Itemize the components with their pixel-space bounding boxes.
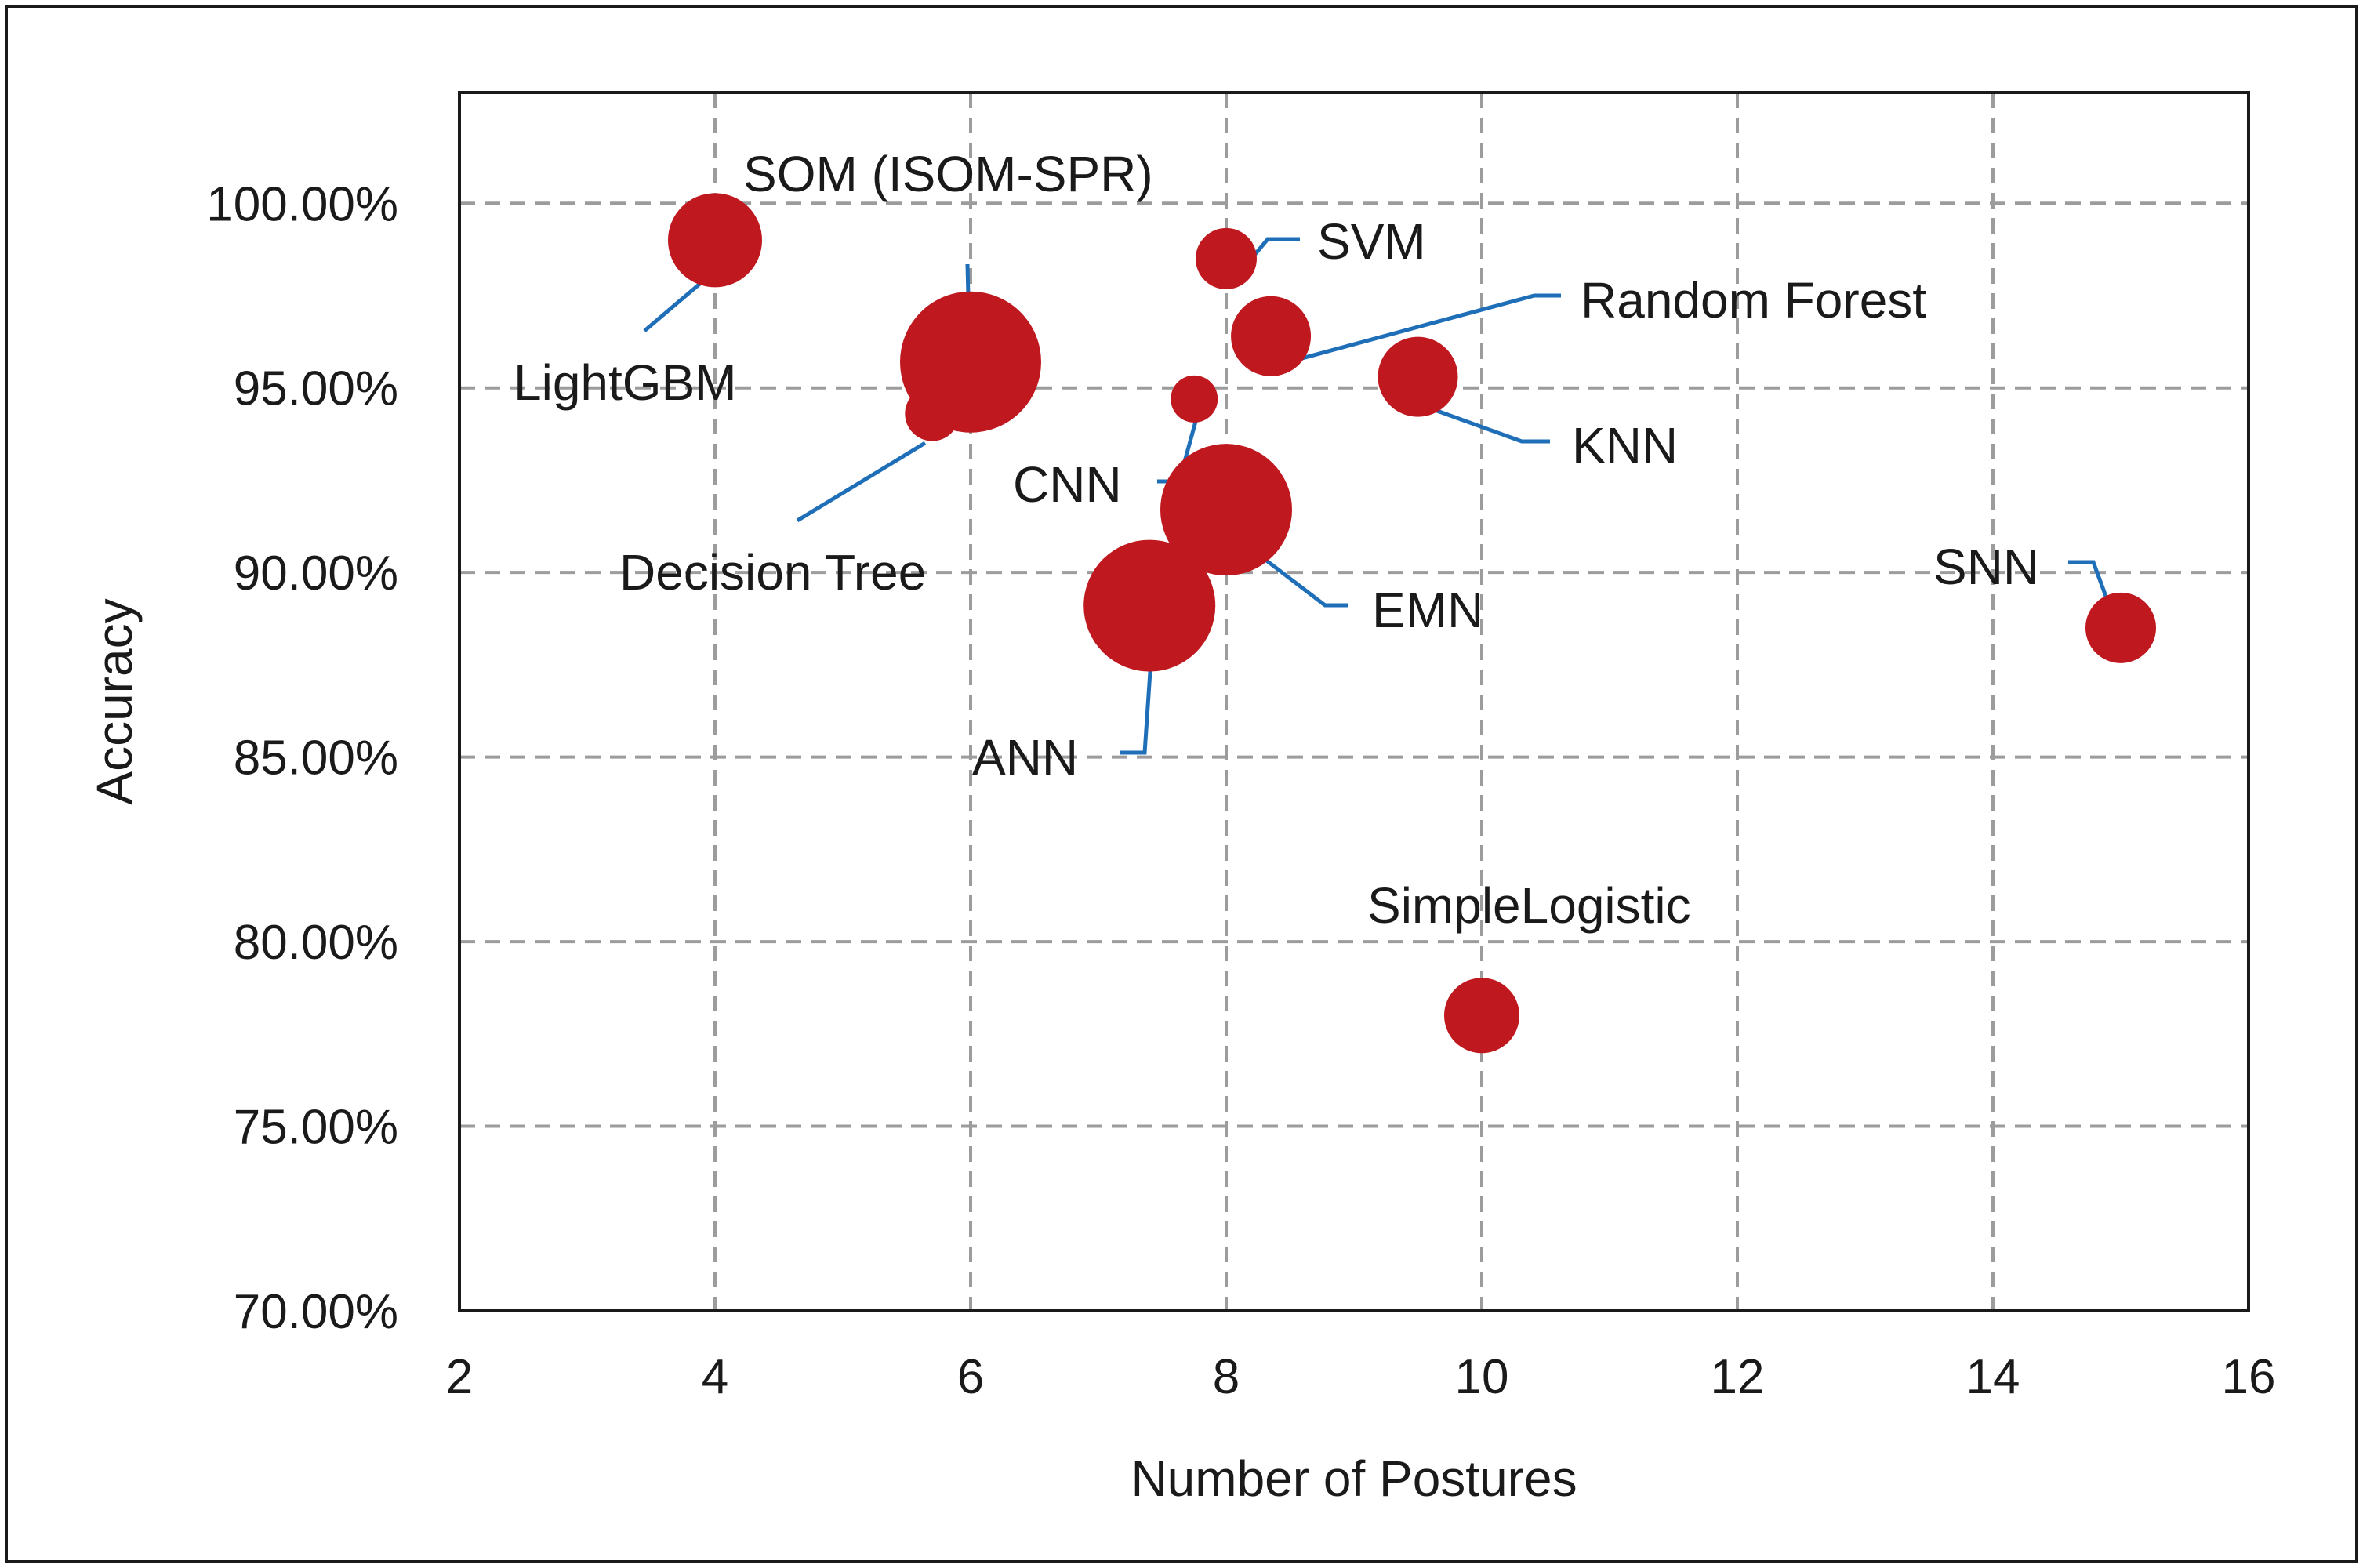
x-tick-label: 2 <box>446 1350 473 1404</box>
x-tick-label: 6 <box>957 1350 984 1404</box>
x-axis-title: Number of Postures <box>1131 1450 1577 1507</box>
point-labels: LightGBM SOM (ISOM-SPR) Decision Tree SVM Ra… <box>514 146 2039 934</box>
label-snn: SNN <box>1933 539 2039 595</box>
point-snn <box>2085 592 2156 663</box>
point-random-forest <box>1231 296 1312 376</box>
point-simplelogistic <box>1444 978 1519 1054</box>
point-lightgbm <box>668 193 762 288</box>
x-tick-label: 8 <box>1213 1350 1240 1404</box>
leader-line-random-forest <box>1269 293 1561 369</box>
label-ann: ANN <box>972 729 1078 786</box>
y-tick-label: 75.00% <box>234 1101 398 1155</box>
point-decision-tree <box>905 386 960 441</box>
label-knn: KNN <box>1572 417 1678 474</box>
label-emn: EMN <box>1372 582 1483 638</box>
label-som-isom-spr: SOM (ISOM-SPR) <box>743 146 1153 202</box>
y-tick-label: 100.00% <box>206 177 398 231</box>
y-tick-label: 95.00% <box>234 362 398 416</box>
chart-outer-frame <box>5 5 2358 1563</box>
axis-tick-labels: 2 4 6 8 10 12 14 16 70.00% 75.00% 80.00% 85.00% 90.0… <box>206 177 2275 1404</box>
gridlines <box>459 93 2249 1311</box>
y-tick-label: 70.00% <box>234 1285 398 1339</box>
label-svm: SVM <box>1317 213 1426 270</box>
label-random-forest: Random Forest <box>1581 272 1926 328</box>
point-knn <box>1378 336 1458 417</box>
point-svm <box>1196 227 1257 289</box>
label-simplelogistic: SimpleLogistic <box>1367 877 1691 934</box>
x-tick-label: 14 <box>1966 1350 2020 1404</box>
y-tick-label: 80.00% <box>234 916 398 970</box>
y-tick-label: 85.00% <box>234 731 398 786</box>
point-ann <box>1083 539 1216 672</box>
point-emn <box>1160 444 1292 576</box>
leader-line-knn <box>1419 402 1550 444</box>
y-tick-label: 90.00% <box>234 546 398 601</box>
leader-line-decision-tree <box>796 441 927 523</box>
y-axis-title: Accuracy <box>86 598 143 804</box>
point-cnn <box>1171 375 1218 423</box>
label-cnn: CNN <box>1013 456 1122 513</box>
x-tick-label: 12 <box>1711 1350 1765 1404</box>
plot-area-frame <box>458 91 2250 1312</box>
x-tick-label: 4 <box>702 1350 728 1404</box>
label-decision-tree: Decision Tree <box>619 544 926 601</box>
label-lightgbm: LightGBM <box>514 354 737 411</box>
x-tick-label: 10 <box>1455 1350 1509 1404</box>
x-tick-label: 16 <box>2222 1350 2276 1404</box>
data-points <box>668 193 2156 1054</box>
